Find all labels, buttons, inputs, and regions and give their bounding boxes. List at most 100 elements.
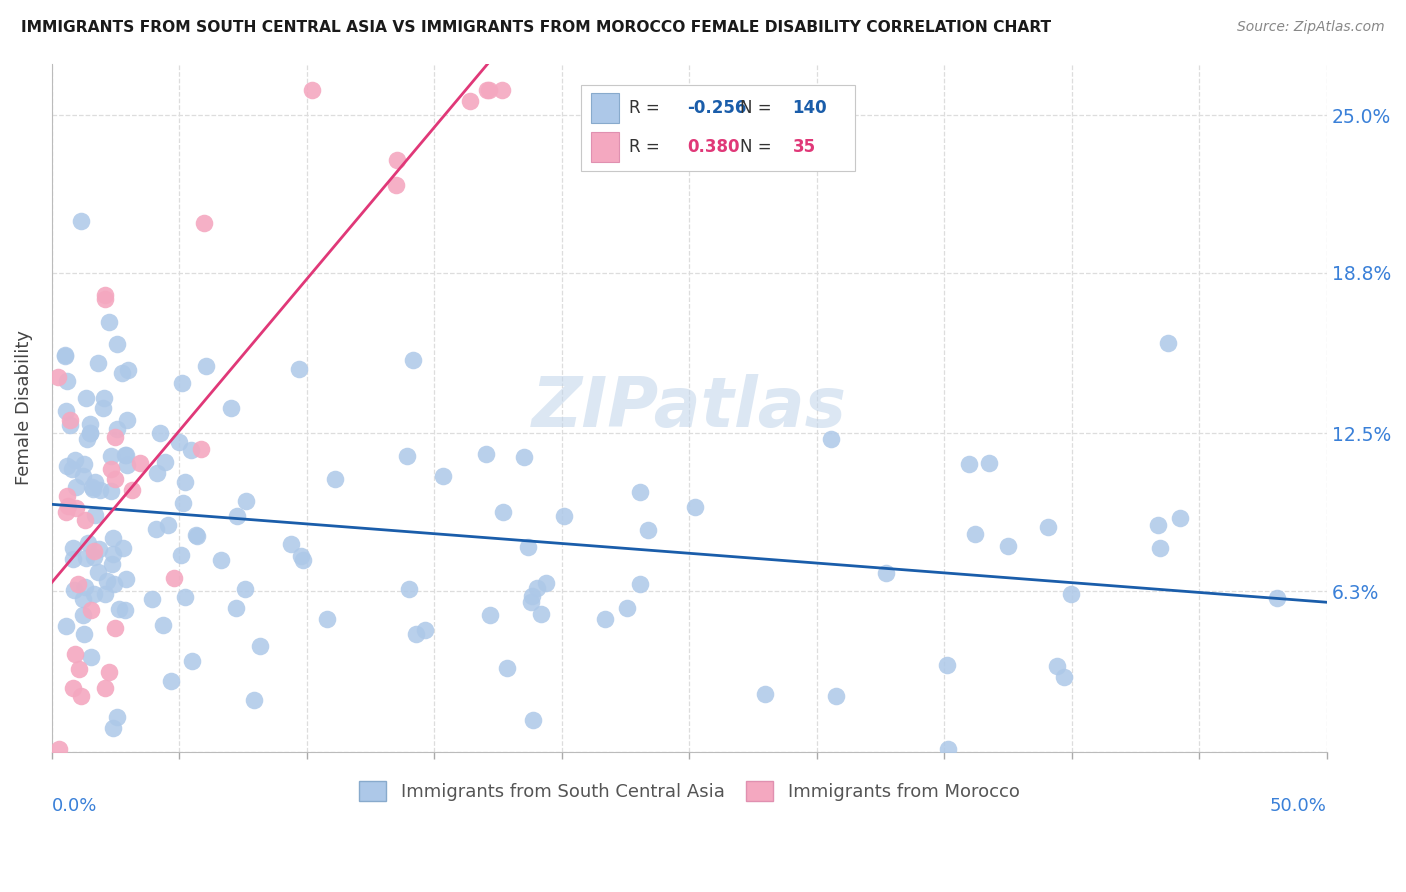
Point: [58, 499, 80, 513]
Point: [55, 618, 77, 632]
Point: [48, 370, 70, 384]
Point: [114, 448, 136, 462]
Point: [79, 426, 101, 441]
Point: [225, 601, 247, 615]
Text: N =: N =: [741, 99, 778, 117]
Point: [553, 508, 575, 523]
Point: [530, 607, 553, 622]
Point: [169, 434, 191, 449]
Point: [114, 448, 136, 462]
Point: [593, 612, 616, 626]
Point: [315, 612, 337, 626]
Point: [1146, 517, 1168, 532]
Point: [824, 689, 846, 703]
Point: [180, 443, 202, 458]
Point: [242, 693, 264, 707]
Point: [405, 627, 427, 641]
Point: [1036, 519, 1059, 533]
Point: [492, 505, 515, 519]
Point: [94, 292, 117, 306]
Point: [997, 539, 1019, 553]
Point: [59, 418, 82, 433]
Point: [80, 603, 103, 617]
Point: [1046, 658, 1069, 673]
Point: [83, 543, 105, 558]
Point: [398, 582, 420, 596]
Point: [957, 457, 980, 471]
Point: [875, 566, 897, 581]
Text: R =: R =: [630, 137, 665, 155]
Text: R =: R =: [630, 99, 665, 117]
Point: [70, 689, 93, 703]
Text: Source: ZipAtlas.com: Source: ZipAtlas.com: [1237, 20, 1385, 34]
Point: [79, 417, 101, 432]
Point: [87, 542, 110, 557]
Point: [72, 607, 94, 622]
Point: [112, 541, 135, 555]
Text: N =: N =: [741, 137, 778, 155]
Point: [184, 528, 207, 542]
Text: IMMIGRANTS FROM SOUTH CENTRAL ASIA VS IMMIGRANTS FROM MOROCCO FEMALE DISABILITY : IMMIGRANTS FROM SOUTH CENTRAL ASIA VS IM…: [21, 20, 1052, 35]
Point: [290, 549, 312, 563]
Point: [105, 337, 128, 351]
Point: [186, 529, 208, 543]
Point: [291, 553, 314, 567]
Point: [63, 582, 86, 597]
Point: [79, 426, 101, 441]
Point: [115, 572, 138, 586]
Point: [683, 500, 706, 514]
Point: [496, 661, 519, 675]
Point: [384, 178, 406, 192]
Point: [91, 401, 114, 415]
Point: [72, 457, 94, 471]
Point: [114, 603, 136, 617]
Point: [174, 475, 197, 489]
Point: [73, 627, 96, 641]
Point: [385, 153, 408, 167]
Point: [1149, 541, 1171, 555]
Point: [53, 348, 76, 362]
Point: [628, 577, 651, 591]
Point: [152, 618, 174, 632]
Point: [146, 466, 169, 480]
Point: [129, 456, 152, 470]
Point: [963, 526, 986, 541]
Point: [98, 315, 121, 329]
Point: [190, 442, 212, 457]
Point: [100, 462, 122, 476]
Point: [534, 575, 557, 590]
Point: [105, 422, 128, 436]
Point: [512, 450, 534, 464]
Point: [280, 537, 302, 551]
Point: [174, 591, 197, 605]
Text: 50.0%: 50.0%: [1270, 797, 1327, 814]
Point: [105, 709, 128, 723]
Point: [159, 673, 181, 688]
Point: [66, 576, 89, 591]
Point: [396, 449, 419, 463]
Point: [155, 455, 177, 469]
Y-axis label: Female Disability: Female Disability: [15, 331, 32, 485]
Point: [72, 469, 94, 483]
Point: [83, 587, 105, 601]
Point: [75, 580, 97, 594]
Point: [62, 681, 84, 695]
Point: [94, 587, 117, 601]
Point: [103, 721, 125, 735]
Point: [59, 413, 82, 427]
Point: [100, 557, 122, 571]
Point: [156, 517, 179, 532]
Point: [48, 742, 70, 756]
Point: [73, 513, 96, 527]
Text: -0.256: -0.256: [686, 99, 747, 117]
Point: [77, 535, 100, 549]
Point: [628, 484, 651, 499]
Point: [323, 472, 346, 486]
Point: [115, 458, 138, 472]
FancyBboxPatch shape: [591, 132, 619, 162]
Point: [100, 484, 122, 499]
Point: [460, 94, 482, 108]
Point: [249, 639, 271, 653]
Point: [754, 687, 776, 701]
Point: [55, 374, 77, 388]
